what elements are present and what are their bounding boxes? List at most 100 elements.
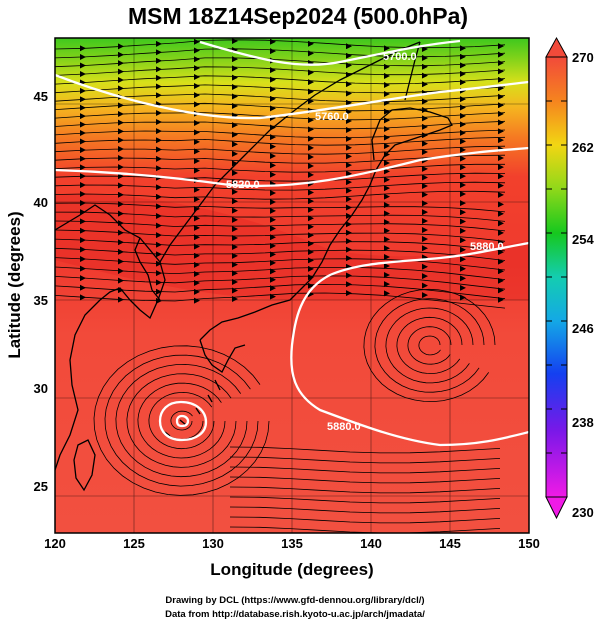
streamline xyxy=(55,48,506,59)
x-axis: 120 125 130 135 140 145 150 xyxy=(44,536,540,551)
colorbar-label: 262 xyxy=(572,140,594,155)
streamline xyxy=(407,326,452,365)
streamline xyxy=(115,363,248,478)
coastline xyxy=(214,379,221,391)
contour-5700 xyxy=(199,39,461,66)
x-tick-label: 150 xyxy=(518,536,540,551)
colorbar-label: 230 xyxy=(572,505,594,520)
streamline xyxy=(55,57,506,68)
streamline xyxy=(385,307,474,384)
streamline xyxy=(229,506,501,514)
y-tick-label: 25 xyxy=(34,479,48,494)
x-tick-label: 140 xyxy=(360,536,382,551)
coastline xyxy=(134,237,161,301)
streamline xyxy=(55,145,506,155)
coastline xyxy=(207,394,213,403)
contour-label: 5760.0 xyxy=(315,111,349,123)
streamline xyxy=(55,275,506,290)
coastline xyxy=(179,419,187,426)
streamline xyxy=(55,120,506,130)
streamline xyxy=(104,354,259,487)
colorbar-max-arrow xyxy=(545,36,568,58)
x-tick-label: 125 xyxy=(123,536,145,551)
streamline xyxy=(229,496,501,504)
map-plot: 5700.0 5760.0 5820.0 5880.0 5880.0 xyxy=(55,38,529,533)
y-tick-label: 40 xyxy=(34,195,48,210)
streamline xyxy=(137,382,226,459)
colorbar: 270 262 254 246 238 230 xyxy=(545,36,594,520)
coastline xyxy=(159,41,421,263)
streamline xyxy=(55,93,506,103)
contour-label: 5880.0 xyxy=(327,421,361,433)
contour-5760 xyxy=(55,73,529,120)
lat-lon-grid xyxy=(55,38,529,533)
streamline xyxy=(396,316,463,375)
contour-labels: 5700.0 5760.0 5820.0 5880.0 5880.0 xyxy=(226,51,504,433)
chart-title: MSM 18Z14Sep2024 (500.0hPa) xyxy=(128,3,468,29)
streamline xyxy=(55,75,506,85)
contour-5880-north xyxy=(290,241,529,447)
coastline xyxy=(199,339,246,373)
streamline xyxy=(229,456,501,464)
x-tick-label: 130 xyxy=(202,536,224,551)
streamline xyxy=(55,283,506,300)
streamline xyxy=(55,66,506,76)
colorbar-min-arrow xyxy=(545,496,568,520)
y-axis: 25 30 35 40 45 xyxy=(34,89,48,494)
y-tick-label: 45 xyxy=(34,89,48,104)
credit-drawing: Drawing by DCL (https://www.gfd-dennou.o… xyxy=(165,595,424,606)
colorbar-label: 270 xyxy=(572,50,594,65)
streamline xyxy=(55,172,506,182)
streamline xyxy=(55,190,506,200)
streamline xyxy=(229,466,501,474)
contour-label: 5880.0 xyxy=(470,241,504,253)
y-tick-label: 30 xyxy=(34,381,48,396)
streamline xyxy=(55,211,506,222)
x-axis-label: Longitude (degrees) xyxy=(210,560,373,579)
credit-data: Data from http://database.rish.kyoto-u.a… xyxy=(165,609,425,620)
streamline xyxy=(148,391,215,450)
streamline xyxy=(93,345,270,496)
streamline xyxy=(55,247,506,261)
contour-label: 5700.0 xyxy=(383,51,417,63)
streamline xyxy=(55,181,506,191)
streamline xyxy=(229,446,501,454)
streamline xyxy=(170,410,193,431)
streamline xyxy=(55,39,506,50)
streamline xyxy=(55,220,506,232)
coastline xyxy=(199,169,377,341)
streamline xyxy=(374,298,485,393)
coastline xyxy=(164,431,171,437)
streamline xyxy=(55,112,506,121)
streamline xyxy=(55,238,506,252)
colorbar-label: 246 xyxy=(572,321,594,336)
streamline xyxy=(55,163,505,173)
contour-5880-typhoon xyxy=(158,400,208,442)
streamline xyxy=(229,486,501,494)
plot-frame xyxy=(54,37,530,534)
y-axis-label: Latitude (degrees) xyxy=(5,211,24,358)
streamline xyxy=(55,84,506,94)
streamline xyxy=(55,136,506,146)
contour-5820 xyxy=(55,146,529,188)
contour-5880-center xyxy=(175,414,190,428)
colorbar-label: 238 xyxy=(572,415,594,430)
coastline xyxy=(404,41,421,101)
coastlines xyxy=(55,41,453,492)
streamline xyxy=(55,266,506,280)
coastline xyxy=(195,407,201,415)
streamline xyxy=(229,476,501,484)
colorbar-label: 254 xyxy=(572,232,594,247)
streamline xyxy=(363,288,496,403)
streamline xyxy=(418,335,441,356)
streamline xyxy=(55,202,506,213)
y-tick-label: 35 xyxy=(34,293,48,308)
x-tick-label: 120 xyxy=(44,536,66,551)
x-tick-label: 145 xyxy=(439,536,461,551)
streamline xyxy=(55,257,506,271)
coastline xyxy=(73,439,96,492)
streamline xyxy=(229,516,501,524)
contour-label: 5820.0 xyxy=(226,179,260,191)
x-tick-label: 135 xyxy=(281,536,303,551)
